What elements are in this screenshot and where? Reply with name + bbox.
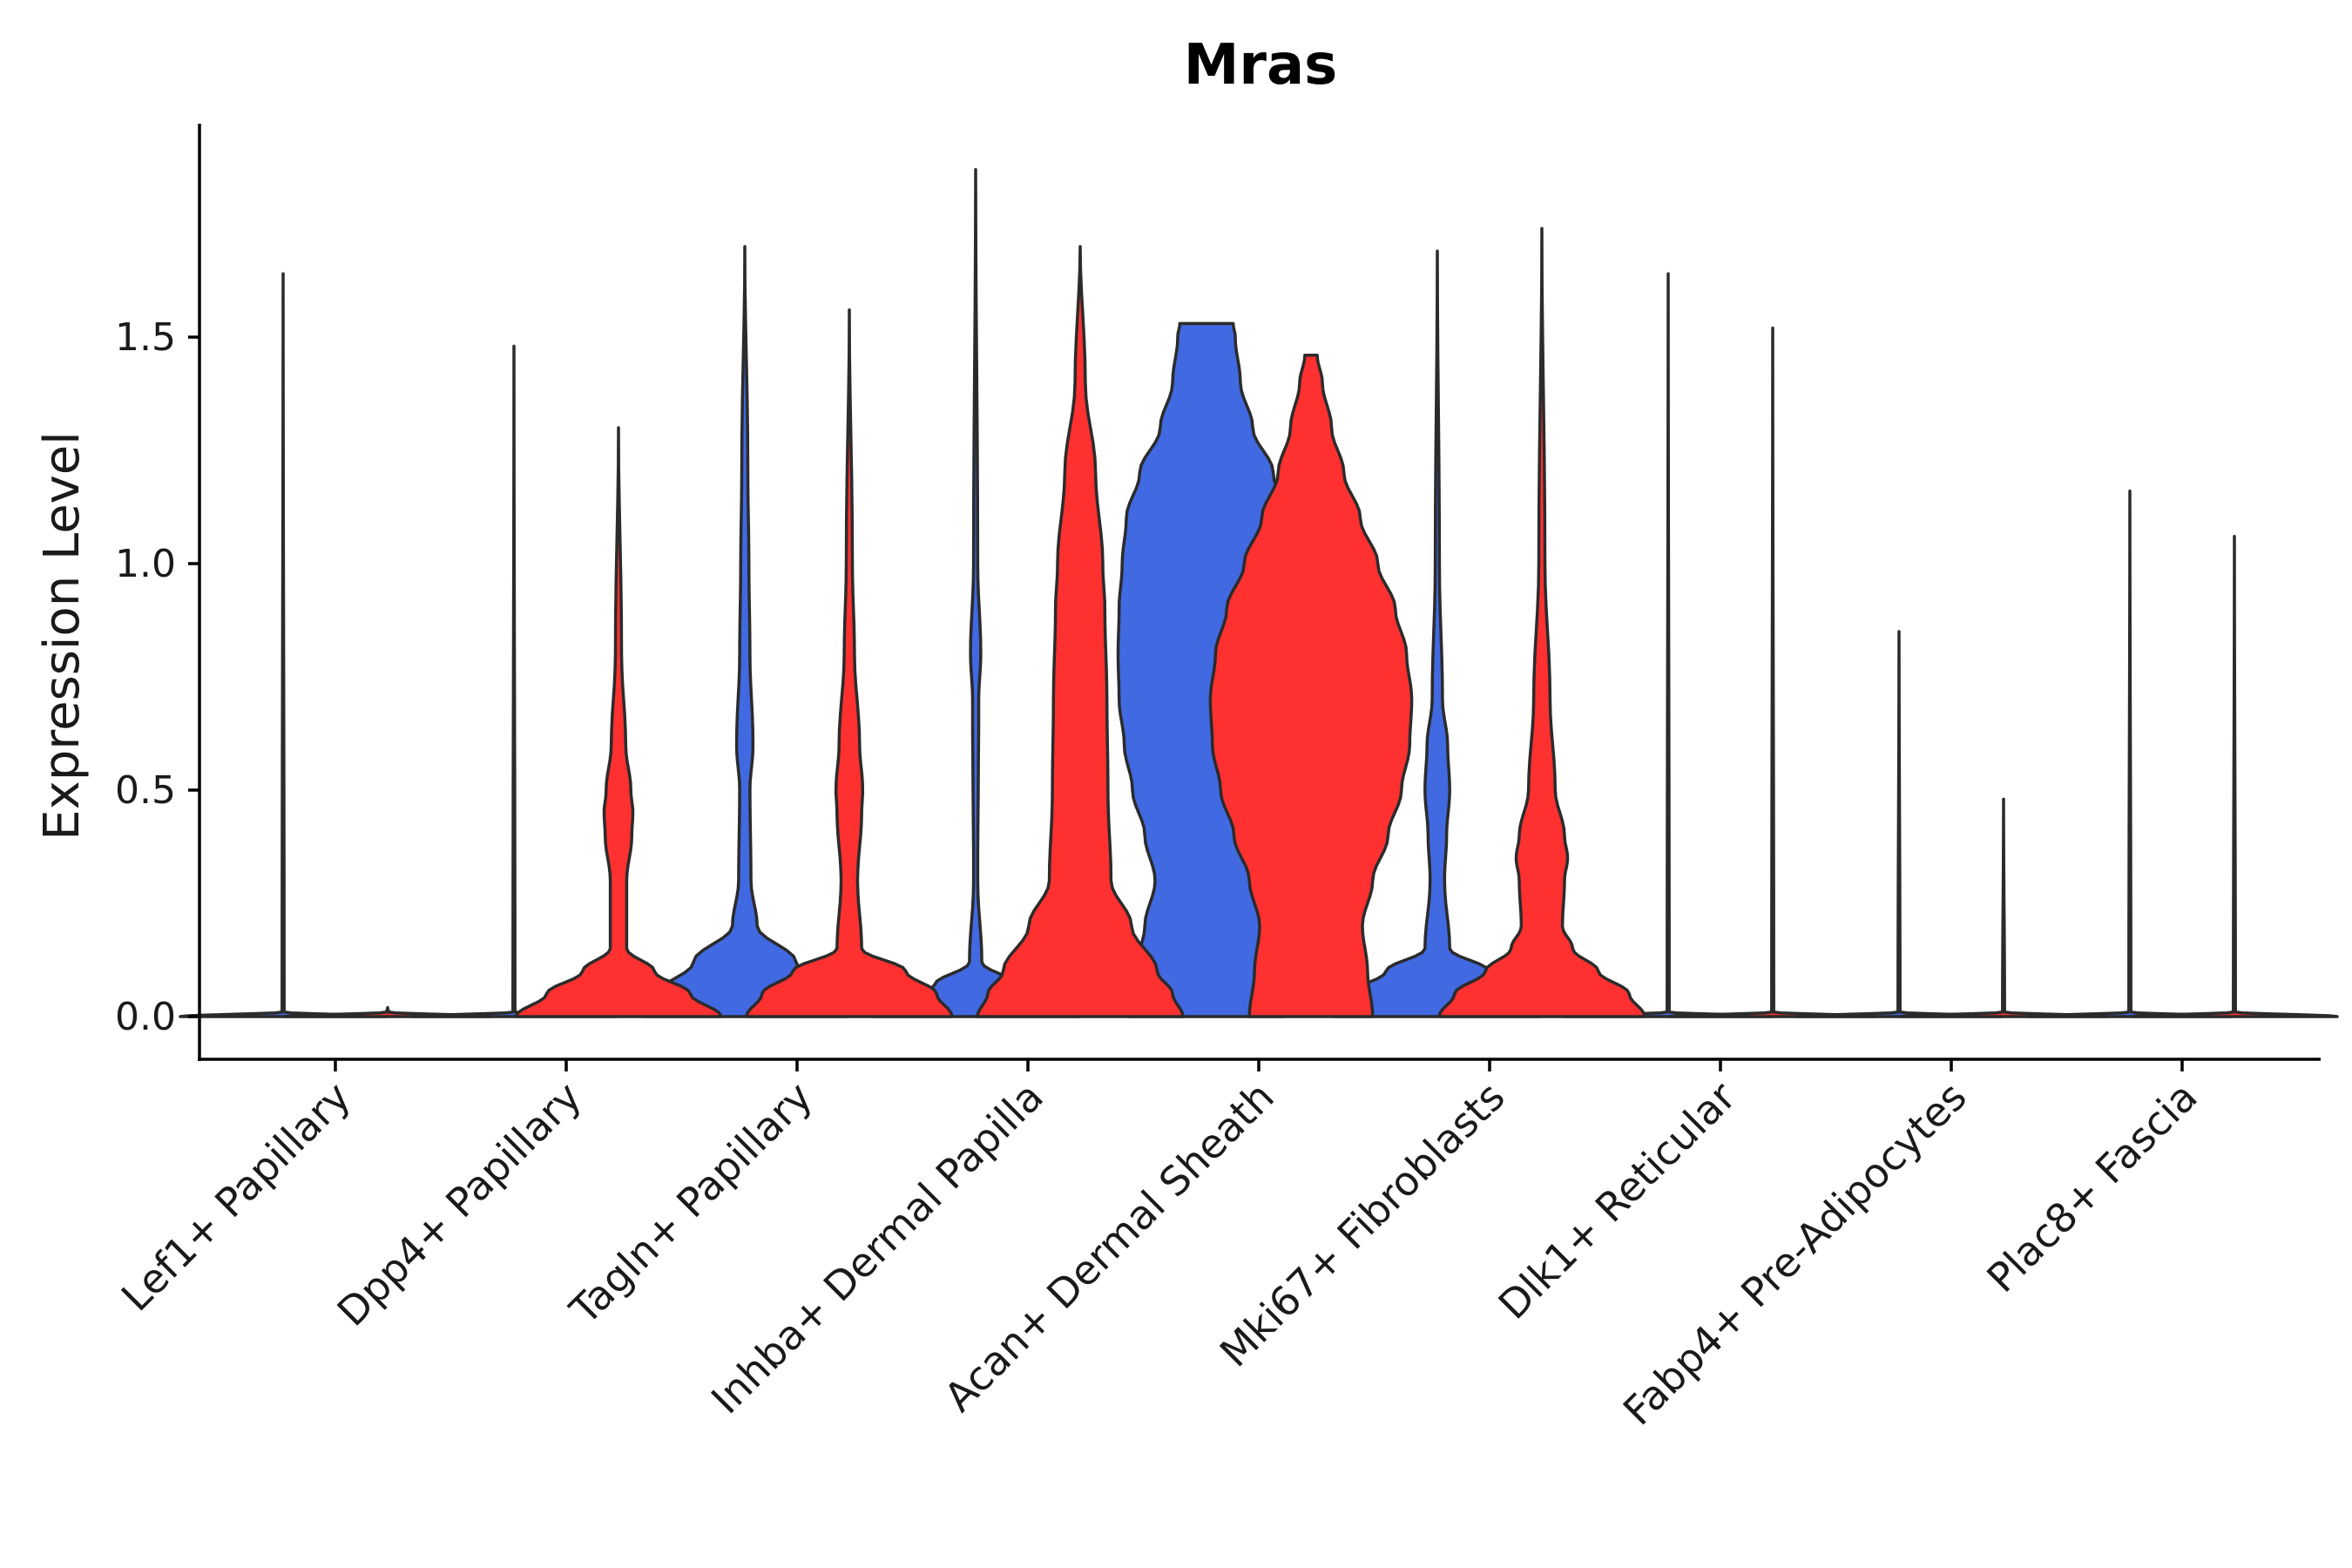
x-tick-label: Plac8+ Fascia: [1977, 1073, 2206, 1301]
violin-group1-4: [871, 167, 1080, 1018]
violin-group2-3: [745, 308, 954, 1018]
x-tick-label: Lef1+ Papillary: [112, 1073, 360, 1321]
y-axis-label: Expression Level: [34, 431, 91, 841]
violin-group1-1: [179, 272, 388, 1018]
violin-layer: [179, 167, 2339, 1018]
violin-group2-4: [976, 245, 1185, 1018]
y-axis-ticks: 0.0 0.5 1.0 1.5: [115, 315, 199, 1039]
violin-group2-1: [283, 1005, 492, 1018]
violin-group1-9: [2025, 490, 2234, 1018]
violin-group1-8: [1794, 630, 2004, 1018]
x-tick-label: Tagln+ Papillary: [560, 1073, 821, 1335]
chart-title: Mras: [1184, 33, 1338, 98]
violin-group1-7: [1564, 272, 1773, 1018]
x-tick-label: Dlk1+ Reticular: [1490, 1073, 1745, 1328]
y-tick-label: 0.5: [115, 768, 176, 813]
violin-group2-5: [1208, 354, 1414, 1018]
violin-group1-2: [409, 344, 618, 1018]
y-tick-label: 0.0: [115, 995, 176, 1039]
violin-group2-2: [514, 426, 723, 1018]
y-tick-label: 1.5: [115, 315, 176, 360]
violin-group2-7: [1668, 326, 1877, 1018]
violin-group1-6: [1333, 249, 1542, 1018]
violin-group1-3: [640, 245, 849, 1018]
violin-group2-8: [1899, 797, 2108, 1018]
violin-group2-6: [1437, 226, 1646, 1018]
y-tick-label: 1.0: [115, 542, 176, 586]
violin-group2-9: [2130, 535, 2339, 1018]
x-tick-label: Dpp4+ Papillary: [328, 1073, 591, 1335]
